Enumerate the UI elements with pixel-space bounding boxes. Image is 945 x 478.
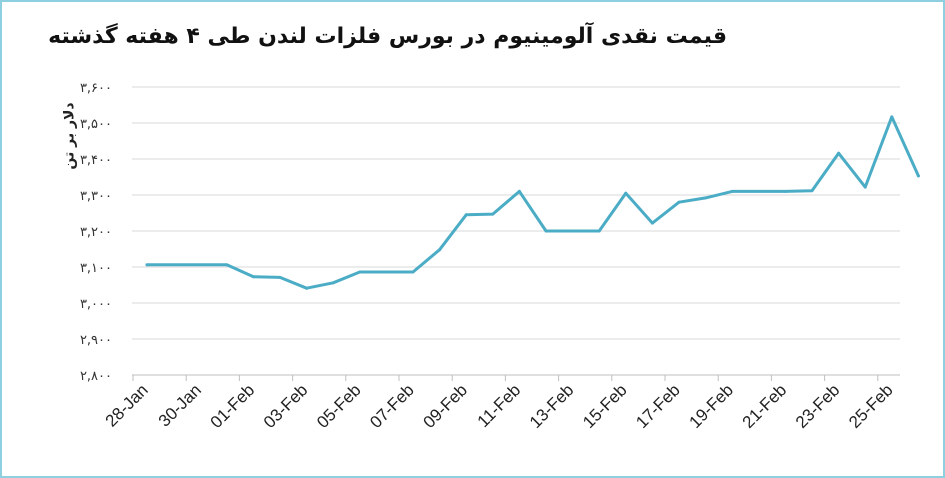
data-point <box>438 248 442 252</box>
data-point <box>358 270 362 274</box>
x-tick-label: 13-Feb <box>526 380 578 432</box>
x-tick-label: 05-Feb <box>313 380 365 432</box>
data-point <box>544 229 548 233</box>
y-tick-label: ۲,۹۰۰ <box>80 333 112 348</box>
x-tick-label: 21-Feb <box>739 380 791 432</box>
data-point <box>650 221 654 225</box>
x-tick-label: 03-Feb <box>260 380 312 432</box>
data-point <box>251 275 255 279</box>
y-tick-label: ۳,۳۰۰ <box>80 189 112 204</box>
x-tick-label: 19-Feb <box>685 380 737 432</box>
x-tick-label: 17-Feb <box>632 380 684 432</box>
y-tick-label: ۳,۰۰۰ <box>80 297 112 312</box>
data-point <box>331 281 335 285</box>
y-tick-label: ۳,۲۰۰ <box>80 225 112 240</box>
data-point <box>491 212 495 216</box>
data-point <box>278 275 282 279</box>
data-point <box>517 189 521 193</box>
data-point <box>464 213 468 217</box>
x-tick-label: 28-Jan <box>102 380 152 430</box>
data-point <box>624 191 628 195</box>
gridlines <box>132 86 900 376</box>
y-tick-label: ۳,۴۰۰ <box>80 153 112 168</box>
y-tick-label: ۳,۵۰۰ <box>80 117 112 132</box>
data-point <box>810 189 814 193</box>
x-tick-label: 09-Feb <box>419 380 471 432</box>
data-point <box>916 174 920 178</box>
series-line <box>145 115 920 290</box>
axes <box>132 374 900 381</box>
data-point <box>730 189 734 193</box>
x-tick-label: 25-Feb <box>845 380 897 432</box>
data-point <box>225 263 229 267</box>
x-tick-label: 11-Feb <box>474 380 525 431</box>
x-tick-label: 01-Feb <box>207 380 259 432</box>
x-tick-label: 23-Feb <box>792 380 844 432</box>
y-tick-label: ۳,۶۰۰ <box>80 81 112 96</box>
data-point <box>783 189 787 193</box>
data-point <box>145 263 149 267</box>
x-tick-label: 07-Feb <box>366 380 418 432</box>
data-point <box>677 200 681 204</box>
x-ticks: 28-Jan 30-Jan 01-Feb 03-Feb 05-Feb 07-Feb 09-F… <box>102 380 897 432</box>
data-point <box>890 115 894 119</box>
y-tick-label: ۳,۱۰۰ <box>80 261 112 276</box>
data-point <box>863 185 867 189</box>
data-point <box>597 229 601 233</box>
y-ticks: ۳,۶۰۰ ۳,۵۰۰ ۳,۴۰۰ ۳,۳۰۰ ۳,۲۰۰ ۳,۱۰۰ ۳,۰۰۰ ۲,۹۰۰… <box>80 81 112 384</box>
data-point <box>411 270 415 274</box>
data-point <box>305 286 309 290</box>
series-layer <box>145 115 920 290</box>
x-tick-label: 30-Jan <box>155 380 205 430</box>
data-point <box>837 151 841 155</box>
data-point <box>704 196 708 200</box>
x-tick-label: 15-Feb <box>579 380 631 432</box>
y-tick-label: ۲,۸۰۰ <box>80 369 112 384</box>
chart-title: قیمت نقدی آلومینیوم در بورس فلزات لندن ط… <box>48 24 727 49</box>
